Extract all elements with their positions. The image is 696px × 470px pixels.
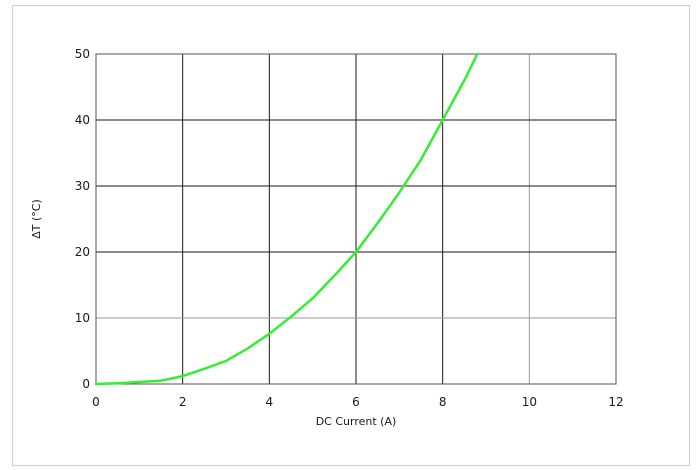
series-line <box>94 52 479 386</box>
y-tick-label: 30 <box>75 179 90 193</box>
x-tick-label: 4 <box>266 395 274 409</box>
x-tick-label: 8 <box>439 395 447 409</box>
x-axis-label: DC Current (A) <box>316 415 397 428</box>
y-tick-label: 40 <box>75 113 90 127</box>
y-tick-label: 20 <box>75 245 90 259</box>
x-tick-label: 0 <box>92 395 100 409</box>
x-tick-label: 12 <box>608 395 623 409</box>
chart-frame <box>12 5 690 466</box>
chart-grid <box>95 53 617 385</box>
y-axis-label: ΔT (°C) <box>30 199 43 239</box>
y-axis-ticks: 0 10 20 30 40 50 <box>75 47 90 391</box>
x-tick-label: 2 <box>179 395 187 409</box>
x-axis-ticks: 0 2 4 6 8 10 12 <box>92 395 623 409</box>
x-tick-label: 6 <box>352 395 360 409</box>
plot-border <box>95 53 617 385</box>
y-tick-label: 10 <box>75 311 90 325</box>
y-tick-label: 50 <box>75 47 90 61</box>
x-tick-label: 10 <box>522 395 537 409</box>
y-tick-label: 0 <box>82 377 90 391</box>
